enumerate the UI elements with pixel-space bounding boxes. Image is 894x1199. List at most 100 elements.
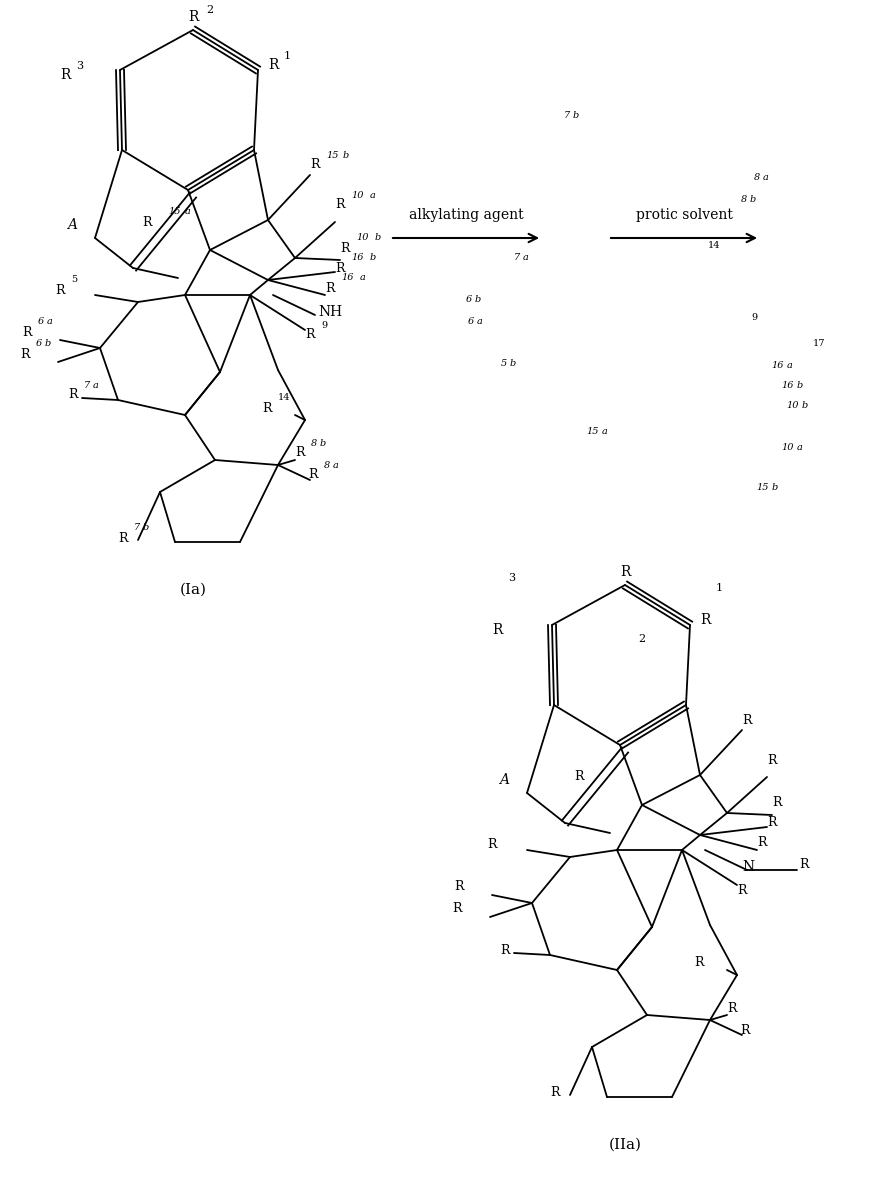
Text: 8: 8 bbox=[740, 195, 746, 205]
Text: R: R bbox=[766, 753, 776, 766]
Text: A: A bbox=[67, 218, 77, 231]
Text: R: R bbox=[334, 261, 344, 275]
Text: 14: 14 bbox=[278, 393, 291, 403]
Text: 16: 16 bbox=[350, 253, 363, 263]
Text: b: b bbox=[772, 483, 778, 493]
Text: 6: 6 bbox=[36, 339, 42, 349]
Text: a: a bbox=[477, 317, 483, 325]
Text: 7: 7 bbox=[563, 110, 569, 120]
Text: 6: 6 bbox=[38, 318, 44, 326]
Text: 15: 15 bbox=[755, 483, 768, 493]
Text: NH: NH bbox=[317, 305, 342, 319]
Text: a: a bbox=[47, 318, 53, 326]
Text: 16: 16 bbox=[341, 273, 353, 283]
Text: a: a bbox=[763, 174, 768, 182]
Text: b: b bbox=[143, 524, 149, 532]
Text: R: R bbox=[68, 388, 78, 402]
Text: 10: 10 bbox=[350, 191, 363, 199]
Text: R: R bbox=[693, 957, 703, 970]
Text: R: R bbox=[574, 771, 584, 783]
Text: 16: 16 bbox=[770, 361, 782, 369]
Text: b: b bbox=[320, 439, 326, 447]
Text: 5: 5 bbox=[501, 359, 507, 368]
Text: 8: 8 bbox=[753, 174, 759, 182]
Text: a: a bbox=[602, 428, 607, 436]
Text: a: a bbox=[185, 207, 190, 217]
Text: R: R bbox=[22, 325, 31, 338]
Text: R: R bbox=[798, 857, 807, 870]
Text: R: R bbox=[739, 1024, 748, 1036]
Text: A: A bbox=[499, 773, 509, 787]
Text: R: R bbox=[262, 402, 271, 415]
Text: (IIa): (IIa) bbox=[608, 1138, 641, 1152]
Text: 10: 10 bbox=[356, 234, 368, 242]
Text: R: R bbox=[492, 623, 502, 637]
Text: b: b bbox=[510, 359, 516, 368]
Text: 10: 10 bbox=[785, 400, 797, 410]
Text: R: R bbox=[620, 565, 629, 579]
Text: R: R bbox=[142, 216, 152, 229]
Text: a: a bbox=[522, 253, 528, 263]
Text: R: R bbox=[188, 10, 198, 24]
Text: 17: 17 bbox=[812, 339, 824, 349]
Text: 7: 7 bbox=[134, 524, 140, 532]
Text: b: b bbox=[572, 110, 578, 120]
Text: 5: 5 bbox=[71, 276, 77, 284]
Text: alkylating agent: alkylating agent bbox=[409, 207, 523, 222]
Text: R: R bbox=[500, 944, 509, 957]
Text: R: R bbox=[766, 817, 776, 830]
Text: b: b bbox=[342, 151, 349, 159]
Text: a: a bbox=[93, 380, 98, 390]
Text: 6: 6 bbox=[466, 295, 472, 303]
Text: a: a bbox=[359, 273, 366, 283]
Text: 8: 8 bbox=[310, 439, 316, 447]
Text: R: R bbox=[334, 199, 344, 211]
Text: b: b bbox=[797, 380, 802, 390]
Text: 1: 1 bbox=[715, 583, 722, 594]
Text: (Ia): (Ia) bbox=[180, 583, 207, 597]
Text: R: R bbox=[308, 469, 317, 482]
Text: b: b bbox=[475, 295, 481, 303]
Text: R: R bbox=[736, 884, 746, 897]
Text: R: R bbox=[60, 68, 71, 82]
Text: R: R bbox=[726, 1001, 736, 1014]
Text: b: b bbox=[749, 195, 755, 205]
Text: a: a bbox=[333, 460, 339, 470]
Text: N: N bbox=[741, 860, 754, 874]
Text: R: R bbox=[486, 838, 496, 851]
Text: 3: 3 bbox=[508, 573, 515, 583]
Text: R: R bbox=[453, 880, 463, 893]
Text: protic solvent: protic solvent bbox=[635, 207, 731, 222]
Text: b: b bbox=[801, 400, 807, 410]
Text: a: a bbox=[786, 361, 792, 369]
Text: R: R bbox=[55, 283, 64, 296]
Text: R: R bbox=[756, 837, 765, 850]
Text: 8: 8 bbox=[324, 460, 330, 470]
Text: 9: 9 bbox=[750, 313, 756, 323]
Text: 2: 2 bbox=[206, 5, 213, 16]
Text: R: R bbox=[340, 241, 350, 254]
Text: 7: 7 bbox=[84, 380, 90, 390]
Text: a: a bbox=[369, 191, 375, 199]
Text: R: R bbox=[451, 903, 461, 916]
Text: 7: 7 bbox=[513, 253, 519, 263]
Text: R: R bbox=[305, 329, 314, 342]
Text: 9: 9 bbox=[321, 320, 327, 330]
Text: R: R bbox=[295, 446, 304, 459]
Text: R: R bbox=[325, 282, 334, 295]
Text: 6: 6 bbox=[468, 317, 474, 325]
Text: R: R bbox=[699, 613, 710, 627]
Text: b: b bbox=[375, 234, 381, 242]
Text: b: b bbox=[369, 253, 375, 263]
Text: 16: 16 bbox=[780, 380, 793, 390]
Text: R: R bbox=[772, 796, 780, 809]
Text: R: R bbox=[550, 1086, 559, 1099]
Text: 10: 10 bbox=[780, 444, 793, 452]
Text: a: a bbox=[797, 444, 802, 452]
Text: 2: 2 bbox=[637, 634, 645, 644]
Text: 15: 15 bbox=[325, 151, 338, 159]
Text: 14: 14 bbox=[707, 241, 720, 249]
Text: R: R bbox=[741, 713, 751, 727]
Text: 3: 3 bbox=[76, 61, 83, 71]
Text: R: R bbox=[267, 58, 278, 72]
